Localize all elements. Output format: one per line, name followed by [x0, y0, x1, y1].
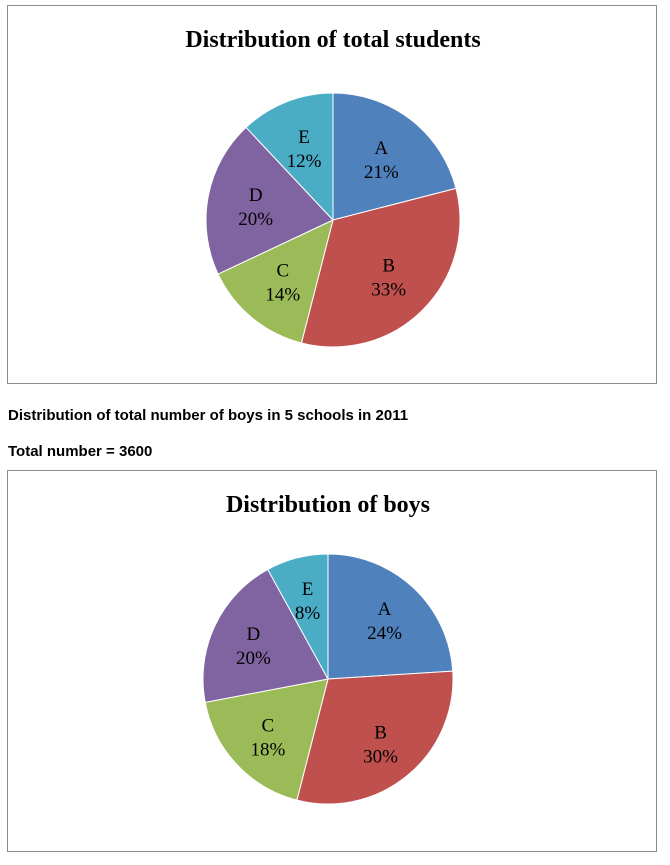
pie-slice-a	[332, 92, 457, 221]
slice-category-label: A	[374, 138, 388, 159]
slice-percent-label: 8%	[295, 603, 321, 624]
slice-percent-label: 21%	[364, 162, 399, 183]
students-chart-frame: Distribution of total students A 21% B 33% C…	[7, 5, 657, 384]
slice-category-label: E	[298, 127, 310, 148]
slice-percent-label: 33%	[371, 280, 406, 301]
boys-caption: Distribution of total number of boys in …	[8, 407, 409, 424]
pie-labels: A 24% B 30% C 18% D 20% E 8%	[236, 579, 402, 768]
slice-percent-label: 24%	[367, 623, 402, 644]
slice-category-label: E	[302, 579, 314, 600]
pie-labels: A 21% B 33% C 14% D 20% E 12%	[238, 127, 406, 306]
boys-pie-chart: Distribution of boys A 24% B 30% C 18% D 20% E 8%	[202, 492, 454, 805]
pie-slice-a	[327, 553, 454, 680]
slice-category-label: C	[262, 716, 275, 737]
pie-slice-d	[202, 568, 329, 704]
slice-percent-label: 20%	[236, 648, 271, 669]
pie-slice-e	[245, 92, 334, 222]
slice-category-label: B	[382, 256, 395, 277]
pie-slice-b	[300, 187, 461, 348]
pie-slices	[205, 92, 461, 348]
chart-title: Distribution of boys	[226, 492, 430, 518]
slice-percent-label: 18%	[250, 740, 285, 761]
slice-percent-label: 30%	[363, 747, 398, 768]
slice-category-label: A	[378, 599, 392, 620]
pie-slice-e	[267, 553, 329, 680]
slice-category-label: D	[249, 185, 263, 206]
pie-slice-c	[217, 219, 334, 344]
slice-category-label: B	[374, 723, 387, 744]
slice-percent-label: 20%	[238, 209, 273, 230]
slice-category-label: C	[276, 261, 289, 282]
pie-slice-d	[205, 126, 334, 275]
pie-slices	[202, 553, 454, 805]
slice-category-label: D	[247, 624, 261, 645]
students-pie-chart: Distribution of total students A 21% B 33% C…	[185, 27, 481, 348]
boys-chart-frame: Distribution of boys A 24% B 30% C 18% D 20% E 8%	[7, 470, 657, 852]
total-number-caption: Total number = 3600	[8, 443, 153, 460]
slice-percent-label: 14%	[265, 285, 300, 306]
chart-title: Distribution of total students	[185, 27, 480, 53]
pie-slice-b	[296, 670, 454, 805]
pie-slice-c	[204, 678, 329, 801]
slice-percent-label: 12%	[287, 151, 322, 172]
